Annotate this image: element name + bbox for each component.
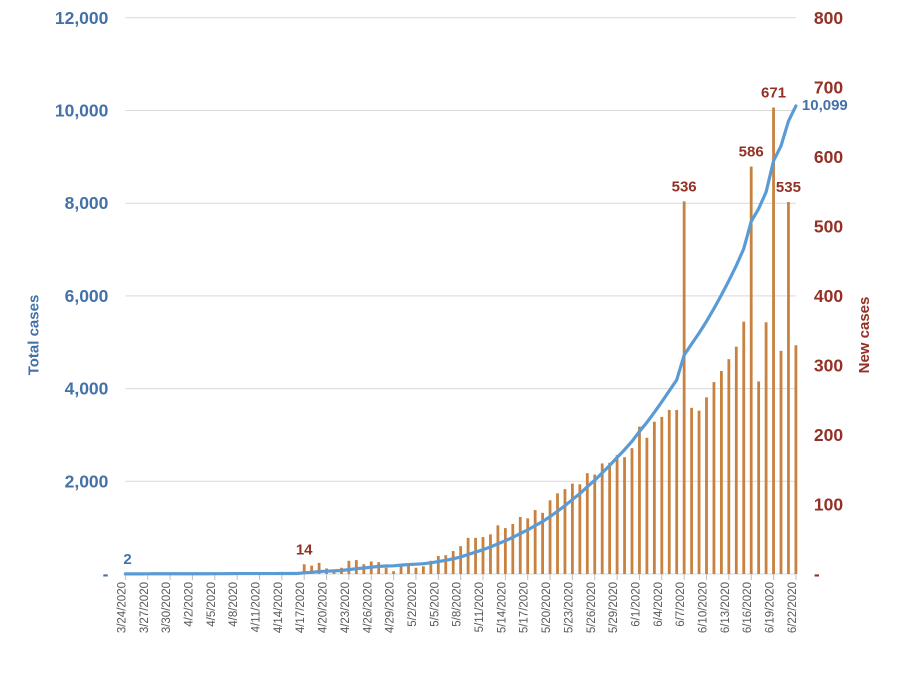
svg-text:4/2/2020: 4/2/2020 — [183, 582, 195, 627]
svg-text:12,000: 12,000 — [55, 8, 109, 28]
svg-text:4/11/2020: 4/11/2020 — [251, 582, 263, 632]
svg-text:5/23/2020: 5/23/2020 — [563, 582, 575, 633]
svg-text:300: 300 — [814, 355, 843, 375]
svg-text:6/13/2020: 6/13/2020 — [720, 582, 732, 633]
svg-text:586: 586 — [739, 144, 764, 161]
svg-text:3/30/2020: 3/30/2020 — [161, 582, 173, 633]
svg-text:4/17/2020: 4/17/2020 — [295, 582, 307, 633]
svg-text:4/20/2020: 4/20/2020 — [318, 582, 330, 633]
svg-text:400: 400 — [814, 286, 843, 306]
svg-text:4/26/2020: 4/26/2020 — [362, 582, 374, 633]
svg-text:10,099: 10,099 — [802, 97, 848, 114]
svg-text:6/19/2020: 6/19/2020 — [765, 582, 777, 633]
svg-text:3/24/2020: 3/24/2020 — [116, 582, 128, 633]
svg-text:5/29/2020: 5/29/2020 — [608, 582, 620, 633]
svg-text:5/26/2020: 5/26/2020 — [586, 582, 598, 633]
svg-text:5/2/2020: 5/2/2020 — [407, 582, 419, 627]
svg-text:800: 800 — [814, 8, 843, 28]
svg-text:5/11/2020: 5/11/2020 — [474, 582, 486, 632]
svg-text:5/5/2020: 5/5/2020 — [429, 582, 441, 627]
svg-text:5/17/2020: 5/17/2020 — [519, 582, 531, 633]
svg-text:671: 671 — [761, 84, 786, 101]
svg-text:5/8/2020: 5/8/2020 — [452, 582, 464, 627]
svg-text:4/14/2020: 4/14/2020 — [273, 582, 285, 633]
svg-text:6/22/2020: 6/22/2020 — [787, 582, 799, 633]
svg-text:536: 536 — [672, 178, 697, 195]
svg-text:3/27/2020: 3/27/2020 — [139, 582, 151, 633]
svg-text:6/4/2020: 6/4/2020 — [653, 582, 665, 627]
svg-text:2: 2 — [123, 551, 131, 568]
svg-text:5/20/2020: 5/20/2020 — [541, 582, 553, 633]
svg-text:6,000: 6,000 — [65, 286, 109, 306]
svg-text:4/23/2020: 4/23/2020 — [340, 582, 352, 633]
svg-text:6/1/2020: 6/1/2020 — [630, 582, 642, 627]
svg-text:200: 200 — [814, 425, 843, 445]
svg-text:6/10/2020: 6/10/2020 — [698, 582, 710, 633]
svg-text:8,000: 8,000 — [65, 193, 109, 213]
svg-text:10,000: 10,000 — [55, 101, 109, 121]
svg-text:100: 100 — [814, 494, 843, 514]
svg-text:5/14/2020: 5/14/2020 — [496, 582, 508, 633]
svg-text:4/8/2020: 4/8/2020 — [228, 582, 240, 627]
svg-text:4,000: 4,000 — [65, 379, 109, 399]
svg-text:700: 700 — [814, 77, 843, 97]
svg-text:6/7/2020: 6/7/2020 — [675, 582, 687, 627]
svg-text:-: - — [814, 564, 820, 584]
svg-text:4/29/2020: 4/29/2020 — [385, 582, 397, 633]
svg-text:535: 535 — [776, 179, 801, 196]
svg-text:6/16/2020: 6/16/2020 — [742, 582, 754, 633]
svg-text:2,000: 2,000 — [65, 471, 109, 491]
svg-text:14: 14 — [296, 541, 313, 558]
svg-text:500: 500 — [814, 216, 843, 236]
svg-text:600: 600 — [814, 147, 843, 167]
svg-text:-: - — [103, 564, 109, 584]
svg-text:4/5/2020: 4/5/2020 — [206, 582, 218, 627]
